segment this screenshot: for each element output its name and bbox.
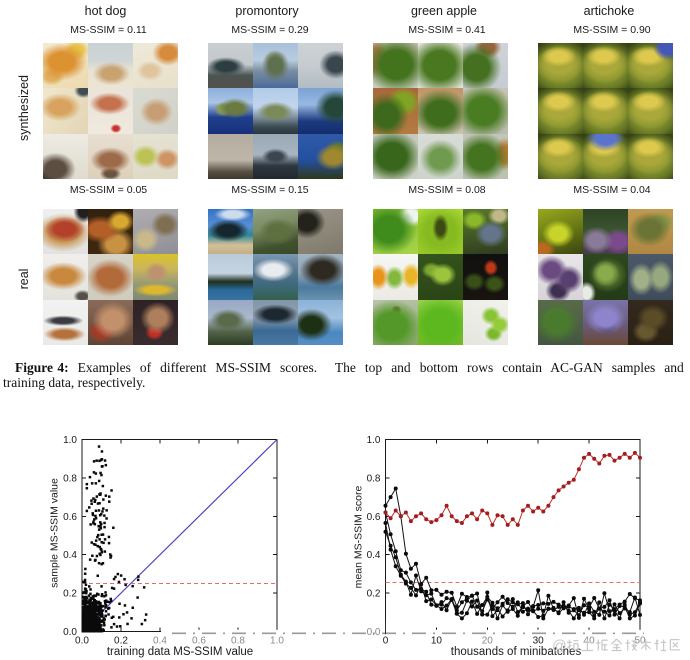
svg-text:40: 40 (584, 636, 596, 647)
svg-text:@: @ (552, 639, 567, 655)
svg-text:0.8: 0.8 (367, 473, 381, 484)
svg-text:0.0: 0.0 (63, 627, 77, 638)
svg-text:0.2: 0.2 (63, 589, 77, 600)
svg-text:0.0: 0.0 (75, 636, 89, 647)
svg-text:0.0: 0.0 (367, 627, 381, 638)
svg-text:training data MS-SSIM value: training data MS-SSIM value (107, 646, 253, 658)
svg-text:50: 50 (634, 636, 646, 647)
svg-text:1.0: 1.0 (367, 435, 381, 446)
svg-text:0: 0 (383, 636, 389, 647)
svg-text:1.0: 1.0 (63, 435, 77, 446)
svg-text:0.6: 0.6 (192, 636, 206, 647)
svg-text:1.0: 1.0 (270, 636, 284, 647)
svg-text:0.2: 0.2 (114, 636, 128, 647)
svg-text:0.2: 0.2 (367, 589, 381, 600)
svg-text:20: 20 (482, 636, 494, 647)
svg-text:0.4: 0.4 (367, 550, 381, 561)
svg-text:0.8: 0.8 (231, 636, 245, 647)
svg-text:0.8: 0.8 (63, 473, 77, 484)
svg-text:30: 30 (533, 636, 545, 647)
svg-text:10: 10 (431, 636, 443, 647)
svg-text:sample MS-SSIM value: sample MS-SSIM value (49, 478, 61, 588)
svg-text:0.4: 0.4 (63, 550, 77, 561)
svg-text:0.6: 0.6 (367, 512, 381, 523)
svg-text:0.4: 0.4 (153, 636, 167, 647)
svg-text:0.6: 0.6 (63, 512, 77, 523)
svg-text:mean MS-SSIM score: mean MS-SSIM score (353, 485, 365, 588)
svg-text:thousands of minibatches: thousands of minibatches (451, 646, 582, 658)
